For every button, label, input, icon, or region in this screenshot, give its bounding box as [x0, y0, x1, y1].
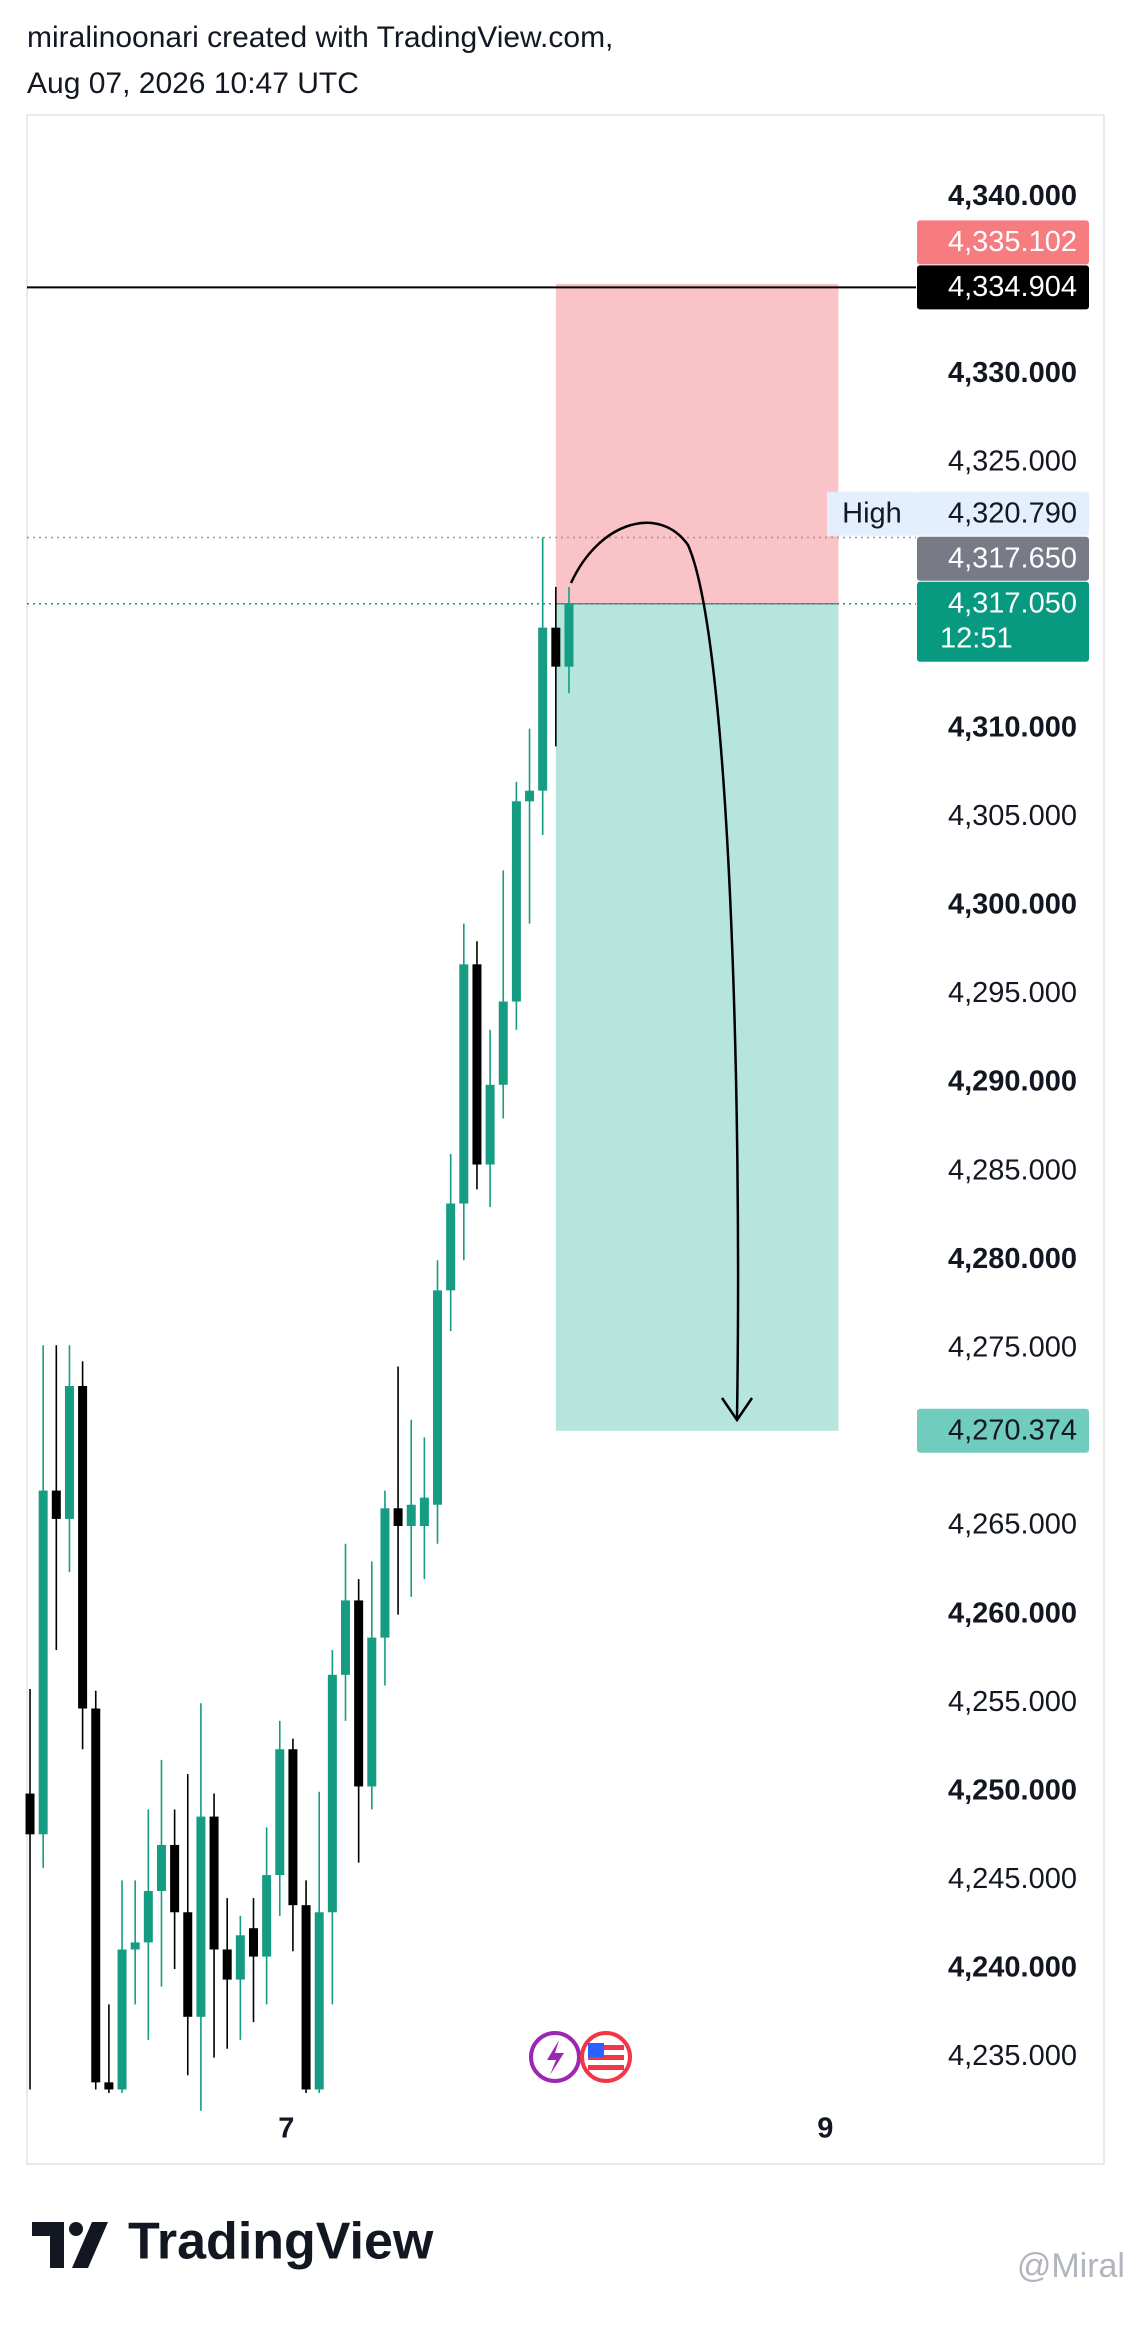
flag: [588, 2043, 624, 2070]
candle-body: [446, 1203, 456, 1291]
profit-zone: [555, 603, 839, 1431]
y-tick-label: 4,330.000: [948, 357, 1077, 389]
candle-body: [130, 1942, 140, 1950]
price-label-box: [917, 265, 1089, 310]
candle-body: [156, 1844, 166, 1892]
candle-body: [367, 1637, 377, 1787]
candle-body: [170, 1844, 180, 1913]
y-tick-label: 4,275.000: [948, 1331, 1077, 1363]
y-tick-label: 4,260.000: [948, 1597, 1077, 1629]
price-label: 4,320.790: [948, 497, 1077, 529]
price-label: 4,334.904: [948, 271, 1077, 303]
candle-body: [406, 1504, 416, 1527]
price-label: 4,317.650: [948, 542, 1077, 574]
candle-body: [341, 1600, 351, 1675]
candle-body: [538, 627, 548, 791]
candle-body: [433, 1290, 443, 1505]
candle-body: [51, 1490, 61, 1519]
watermark: @Miral: [1017, 2247, 1125, 2285]
x-tick-label: 7: [278, 2113, 294, 2145]
candle-body: [25, 1793, 35, 1835]
candle-body: [485, 1084, 495, 1165]
lightning-icon: [547, 2040, 564, 2075]
candle-body: [354, 1600, 364, 1787]
plot: [25, 283, 916, 2111]
candle-body: [275, 1749, 285, 1876]
candle-body: [419, 1497, 429, 1527]
candle-body: [472, 964, 482, 1165]
candle-body: [196, 1816, 206, 2017]
candle-body: [248, 1928, 258, 1957]
candle-body: [288, 1749, 298, 1906]
y-tick-label: 4,245.000: [948, 1863, 1077, 1895]
candle-body: [209, 1816, 219, 1950]
logo-mark: [32, 2222, 108, 2268]
candle-body: [222, 1949, 232, 1980]
candle-body: [380, 1508, 390, 1638]
y-tick-label: 4,280.000: [948, 1243, 1077, 1275]
candle-body: [262, 1875, 272, 1957]
candle-body: [498, 1001, 508, 1085]
candle-body: [64, 1386, 74, 1519]
candle-body: [38, 1490, 48, 1835]
candle-body: [91, 1708, 101, 2083]
candle-body: [525, 790, 535, 802]
y-tick-label: 4,285.000: [948, 1154, 1077, 1186]
y-tick-label: 4,290.000: [948, 1066, 1077, 1098]
logo-text: TradingView: [128, 2213, 434, 2271]
price-label-box: [917, 491, 1089, 536]
header-line: miralinoonari created with TradingView.c…: [27, 21, 613, 54]
y-tick-label: 4,250.000: [948, 1774, 1077, 1806]
candle-body: [143, 1891, 153, 1943]
price-label-box: [917, 536, 1089, 581]
arrow: [569, 521, 740, 1419]
candle-body: [327, 1674, 337, 1913]
candle-body: [511, 801, 521, 1002]
candle-body: [183, 1912, 193, 2017]
candle-body: [117, 1949, 127, 2090]
price-label-box: [917, 581, 1089, 662]
price-label-title: High: [842, 497, 902, 529]
arrowhead: [720, 1397, 754, 1423]
candle-body: [564, 603, 574, 667]
y-tick-label: 4,305.000: [948, 800, 1077, 832]
candle-body: [551, 627, 561, 667]
candle-body: [459, 964, 469, 1204]
countdown: 12:51: [940, 622, 1013, 654]
loss-zone: [555, 283, 839, 604]
candle-body: [301, 1905, 311, 2090]
y-tick-label: 4,255.000: [948, 1686, 1077, 1718]
chart-frame: [26, 114, 1105, 2165]
candle-body: [235, 1935, 245, 1980]
y-tick-label: 4,235.000: [948, 2040, 1077, 2072]
price-label-box: [917, 220, 1089, 265]
candle-body: [393, 1508, 403, 1527]
candle-body: [78, 1386, 88, 1709]
x-tick-label: 9: [817, 2113, 833, 2145]
price-label: 4,317.050: [948, 587, 1077, 619]
y-tick-label: 4,240.000: [948, 1952, 1077, 1984]
price-label-box: [917, 1408, 1089, 1453]
header-line: Aug 07, 2026 10:47 UTC: [27, 67, 359, 100]
y-tick-label: 4,340.000: [948, 180, 1077, 212]
y-tick-label: 4,265.000: [948, 1509, 1077, 1541]
y-tick-label: 4,325.000: [948, 446, 1077, 478]
y-tick-label: 4,300.000: [948, 889, 1077, 921]
price-label: 4,270.374: [948, 1414, 1077, 1446]
y-tick-label: 4,310.000: [948, 711, 1077, 743]
price-label-title-box: [827, 491, 917, 536]
y-tick-label: 4,295.000: [948, 977, 1077, 1009]
candle-body: [104, 2082, 114, 2090]
candle-body: [314, 1912, 324, 2090]
price-label: 4,335.102: [948, 226, 1077, 258]
